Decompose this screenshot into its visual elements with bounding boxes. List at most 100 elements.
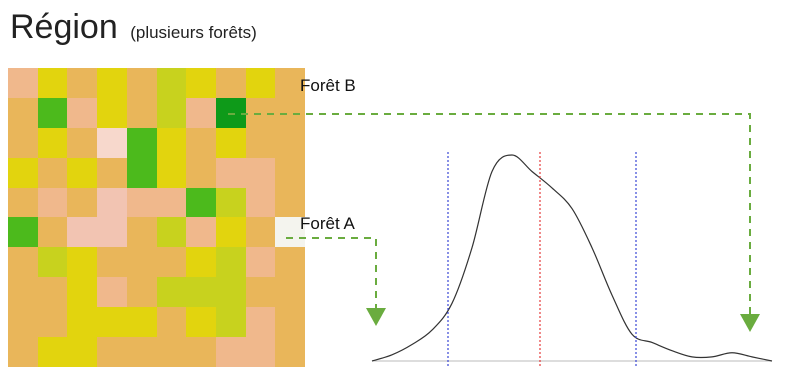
grid-cell	[275, 217, 305, 248]
grid-cell	[8, 217, 38, 248]
grid-cell	[37, 157, 68, 188]
grid-cell	[126, 247, 157, 278]
grid-cell	[37, 277, 68, 308]
grid-cell	[215, 97, 246, 128]
grid-cell	[275, 307, 305, 338]
grid-cell	[37, 187, 68, 218]
grid-cell	[186, 217, 216, 248]
grid-cell	[97, 187, 127, 218]
arrow-foret-a	[286, 237, 377, 308]
grid-cell	[186, 68, 216, 98]
grid-cell	[245, 97, 276, 128]
grid-cell	[275, 277, 305, 308]
foret-b-label: Forêt B	[300, 76, 356, 95]
grid-cell	[67, 277, 98, 308]
grid-cell	[215, 187, 246, 218]
grid-cell	[245, 247, 276, 278]
distribution-curve	[371, 154, 773, 362]
grid-cell	[37, 217, 68, 248]
grid-cell	[37, 247, 68, 278]
grid-cell	[97, 157, 127, 188]
grid-cell	[67, 247, 98, 278]
grid-cell	[156, 247, 187, 278]
grid-cell	[275, 337, 305, 367]
grid-cell	[275, 187, 305, 218]
grid-cell	[186, 337, 216, 367]
grid-cell	[8, 68, 38, 98]
grid-cell	[156, 217, 187, 248]
grid-cell	[245, 127, 276, 158]
grid-cell	[275, 68, 305, 98]
grid-cell	[186, 127, 216, 158]
grid-cell	[8, 337, 38, 367]
grid-cell	[8, 307, 38, 338]
grid-cell	[245, 217, 276, 248]
grid-cell	[37, 97, 68, 128]
grid-cell	[67, 127, 98, 158]
grid-cell	[67, 68, 98, 98]
grid-cell	[245, 307, 276, 338]
grid-cell	[126, 217, 157, 248]
grid-cell	[37, 307, 68, 338]
grid-cell	[97, 247, 127, 278]
grid-cell	[67, 217, 98, 248]
grid-cell	[186, 157, 216, 188]
grid-cell	[245, 187, 276, 218]
grid-cell	[97, 307, 127, 338]
grid-cell	[245, 68, 276, 98]
title: Région (plusieurs forêts)	[10, 8, 257, 47]
grid-cell	[275, 127, 305, 158]
grid-cell	[97, 97, 127, 128]
grid-cell	[67, 157, 98, 188]
grid-cell	[37, 127, 68, 158]
grid-cell	[8, 127, 38, 158]
grid-cell	[275, 157, 305, 188]
grid-cell	[215, 157, 246, 188]
grid-cell	[156, 68, 187, 98]
grid-cell	[156, 337, 187, 367]
grid-cell	[156, 97, 187, 128]
grid-cell	[97, 277, 127, 308]
grid-cell	[37, 337, 68, 367]
foret-a-label: Forêt A	[300, 214, 355, 233]
grid-cell	[126, 157, 157, 188]
grid-cell	[156, 187, 187, 218]
grid-cell	[245, 337, 276, 367]
arrow-foret-b	[228, 113, 751, 314]
grid-cell	[215, 337, 246, 367]
grid-cell	[97, 127, 127, 158]
grid-cell	[126, 187, 157, 218]
grid-cell	[97, 68, 127, 98]
grid-cell	[8, 157, 38, 188]
grid-cell	[8, 277, 38, 308]
grid-cell	[126, 97, 157, 128]
grid-cell	[8, 247, 38, 278]
grid-cell	[186, 277, 216, 308]
grid-cell	[97, 337, 127, 367]
grid-cell	[97, 217, 127, 248]
grid-cell	[245, 157, 276, 188]
grid-cell	[275, 247, 305, 278]
grid-cell	[126, 277, 157, 308]
grid-cell	[126, 337, 157, 367]
grid-cell	[67, 97, 98, 128]
grid-cell	[215, 127, 246, 158]
grid-cell	[126, 127, 157, 158]
grid-cell	[126, 307, 157, 338]
grid-cell	[215, 217, 246, 248]
forest-grid	[8, 68, 305, 367]
grid-cell	[67, 307, 98, 338]
grid-cell	[186, 307, 216, 338]
arrowhead-foret-b-icon	[740, 314, 760, 332]
grid-cell	[186, 187, 216, 218]
grid-cell	[156, 157, 187, 188]
grid-cell	[156, 127, 187, 158]
grid-cell	[215, 68, 246, 98]
grid-cell	[186, 97, 216, 128]
grid-cell	[275, 97, 305, 128]
grid-cell	[8, 187, 38, 218]
grid-cell	[156, 307, 187, 338]
region-subtitle: (plusieurs forêts)	[130, 23, 257, 42]
grid-cell	[215, 277, 246, 308]
